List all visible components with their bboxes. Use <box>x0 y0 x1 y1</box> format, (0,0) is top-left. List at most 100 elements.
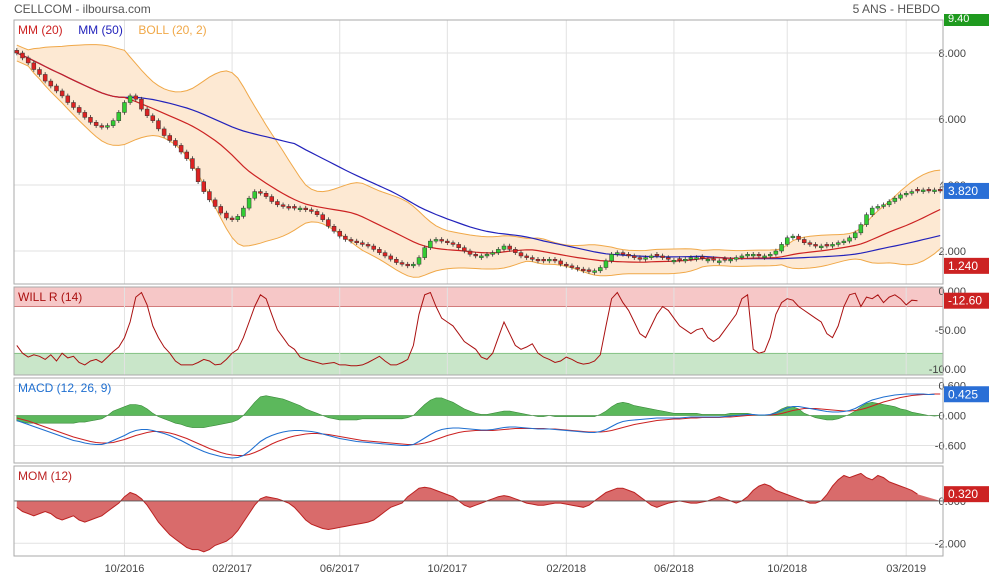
candle-body <box>915 189 920 192</box>
candle-body <box>416 257 422 265</box>
candle-body <box>688 257 694 260</box>
candle-body <box>886 201 892 206</box>
y-tick-label: 6.000 <box>938 114 966 126</box>
candle-body <box>246 197 252 209</box>
candle-body <box>105 125 110 128</box>
candle-body <box>632 255 637 258</box>
candle-body <box>717 260 722 263</box>
candle-body <box>552 259 558 262</box>
candle-body <box>263 193 269 197</box>
low-price-badge: 1.240 <box>948 259 978 273</box>
candle-body <box>700 256 705 259</box>
candle-body <box>71 102 76 108</box>
candle-body <box>586 269 592 272</box>
candle-body <box>190 158 195 169</box>
candle-body <box>626 254 631 257</box>
candle-body <box>496 249 501 253</box>
willr-badge-bg <box>944 292 989 309</box>
candle-body <box>82 112 88 118</box>
candle-body <box>524 255 529 258</box>
y-tick-label: -100.00 <box>929 364 966 376</box>
candle-body <box>767 254 773 257</box>
candle-body <box>484 254 490 257</box>
candle-body <box>377 249 382 253</box>
candle-body <box>178 145 184 153</box>
legend-item: BOLL (20, 2) <box>138 23 206 37</box>
y-tick-label: 8.000 <box>938 48 966 60</box>
candle-body <box>603 260 609 268</box>
legend-item: MM (20) <box>18 23 63 37</box>
candle-body <box>31 62 37 70</box>
y-tick-label: 2.000 <box>938 246 966 258</box>
candle-body <box>439 239 444 242</box>
candle-body <box>241 207 246 217</box>
candle-body <box>575 267 580 270</box>
candle-body <box>343 235 348 240</box>
candle-body <box>660 255 665 258</box>
candle-body <box>824 244 830 247</box>
candle-body <box>569 265 575 268</box>
candle-body <box>671 259 677 263</box>
candle-body <box>762 255 767 258</box>
x-tick-label: 02/2018 <box>546 563 586 575</box>
candle-body <box>399 262 405 265</box>
candle-body <box>796 235 801 240</box>
bollinger-band-fill <box>16 44 941 278</box>
candle-body <box>875 206 881 209</box>
candle-body <box>116 112 122 121</box>
candle-body <box>388 255 393 260</box>
candle-body <box>609 254 614 262</box>
candle-body <box>683 259 688 262</box>
candle-body <box>479 255 484 258</box>
candle-body <box>133 95 139 100</box>
candle-body <box>309 209 314 212</box>
candle-body <box>864 214 869 225</box>
candle-body <box>122 102 127 113</box>
candle-body <box>331 226 337 232</box>
candle-body <box>490 252 495 255</box>
candle-body <box>76 107 82 113</box>
overbought-zone <box>13 286 944 307</box>
candle-body <box>54 85 59 92</box>
candle-body <box>320 214 325 220</box>
candle-body <box>666 257 671 260</box>
candle-body <box>530 257 535 260</box>
momentum-line <box>16 472 918 553</box>
candle-body <box>847 237 852 242</box>
candle-body <box>303 207 308 211</box>
willr-badge: -12.60 <box>948 294 982 308</box>
x-tick-label: 10/2016 <box>105 563 145 575</box>
y-tick-label: 0.000 <box>938 411 966 423</box>
candle-body <box>161 128 167 136</box>
candle-body <box>473 254 478 257</box>
candle-body <box>734 257 739 260</box>
candle-body <box>297 207 303 211</box>
candle-body <box>212 199 218 207</box>
candle-body <box>201 181 206 192</box>
candle-body <box>513 249 518 253</box>
candle-body <box>382 252 388 257</box>
candle-body <box>852 232 858 239</box>
candle-body <box>59 90 65 97</box>
x-tick-label: 10/2018 <box>767 563 807 575</box>
top-price-badge: 9.40 <box>948 13 969 25</box>
x-tick-label: 03/2019 <box>886 563 926 575</box>
candle-body <box>428 240 433 248</box>
candle-body <box>620 252 626 255</box>
momentum-badge: 0.320 <box>948 487 978 501</box>
mm20-line <box>16 52 941 263</box>
candle-body <box>835 242 841 245</box>
y-tick-label: -0.600 <box>935 441 966 453</box>
candle-body <box>643 257 648 260</box>
candle-body <box>110 120 116 126</box>
top-price-badge-bg <box>944 14 989 26</box>
candle-body <box>229 217 235 220</box>
candle-body <box>286 206 291 209</box>
candle-body <box>751 254 756 257</box>
candle-body <box>462 247 467 252</box>
candle-body <box>558 260 563 265</box>
